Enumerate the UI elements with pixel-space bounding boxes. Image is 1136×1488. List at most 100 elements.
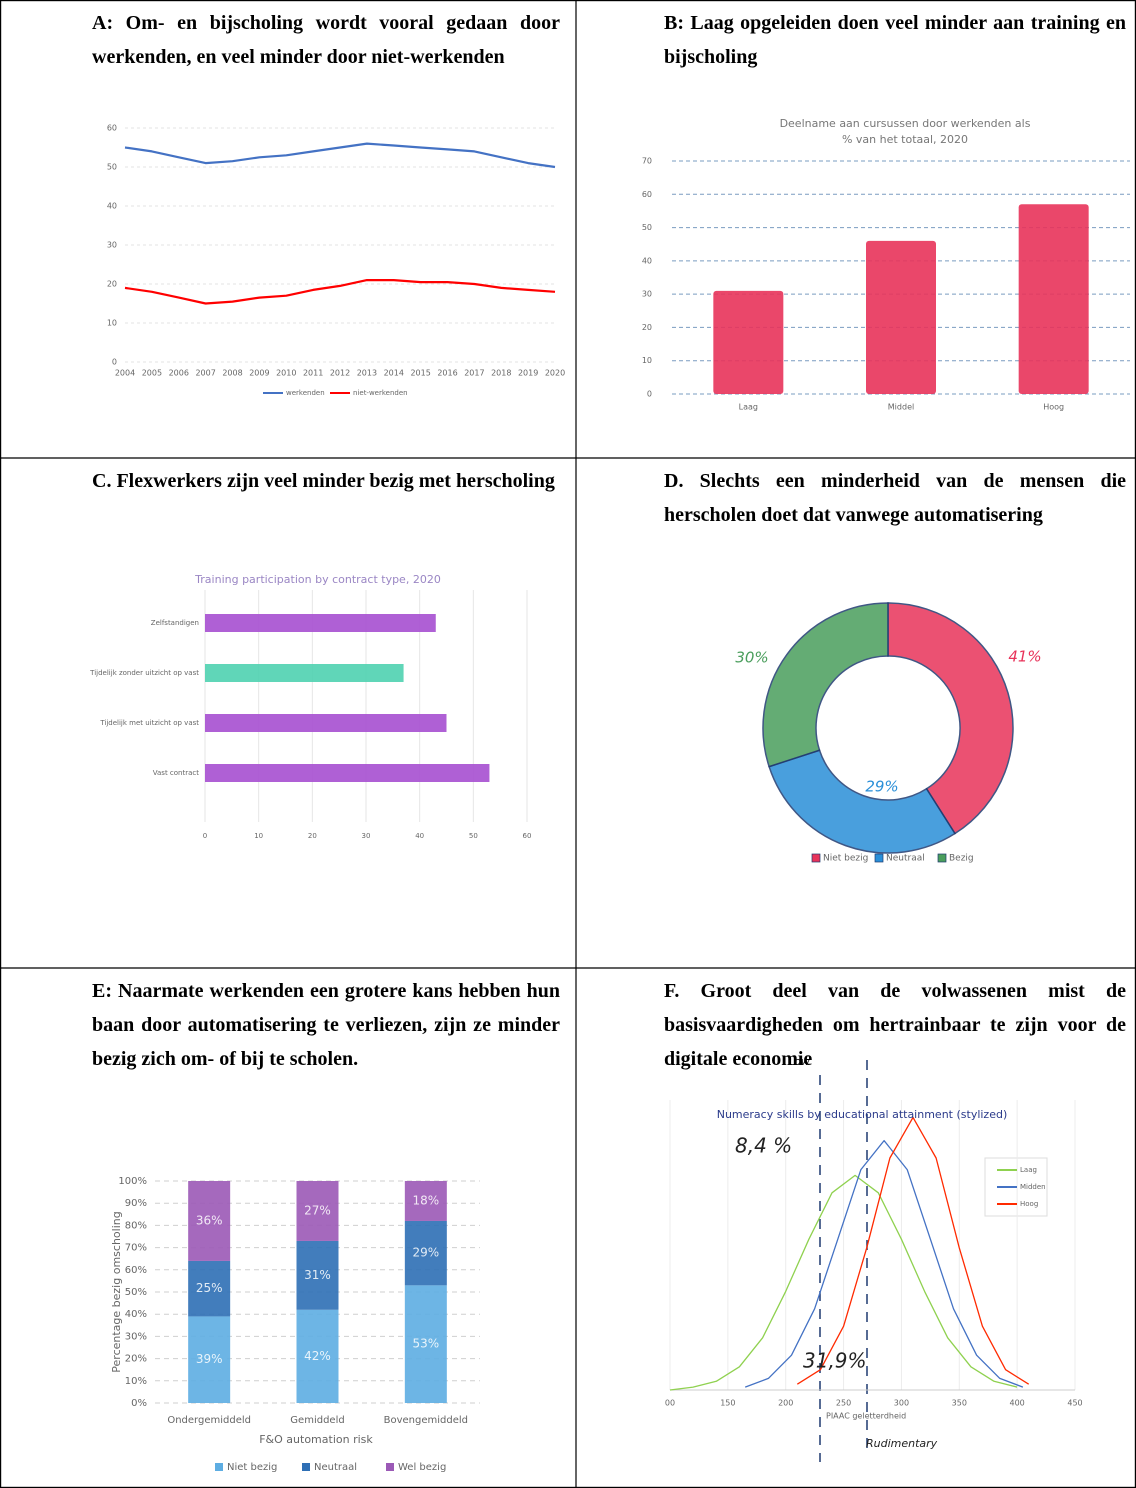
bar-segment bbox=[296, 1309, 339, 1403]
heading: D. Slechts een minderheid van de mensen … bbox=[664, 470, 1126, 526]
line-series bbox=[744, 1139, 1024, 1388]
data-label: 29% bbox=[865, 778, 898, 796]
heading: B: Laag opgeleiden doen veel minder aan … bbox=[664, 12, 1126, 68]
y-tick-label: 70% bbox=[125, 1243, 147, 1254]
y-tick-label: Vast contract bbox=[153, 769, 199, 777]
x-tick-label: 2010 bbox=[276, 369, 296, 378]
x-tick-label: 60 bbox=[523, 832, 532, 840]
bar-segment bbox=[404, 1285, 447, 1403]
line-series bbox=[669, 1174, 1018, 1391]
legend-swatch bbox=[302, 1463, 310, 1471]
y-tick-label: 80% bbox=[125, 1220, 147, 1231]
heading: C. Flexwerkers zijn veel minder bezig me… bbox=[92, 470, 555, 492]
y-tick-label: 50% bbox=[125, 1287, 147, 1298]
bar bbox=[205, 764, 490, 782]
annotation: 8,4 % bbox=[735, 1134, 792, 1158]
bar bbox=[205, 664, 404, 682]
data-label: 25% bbox=[196, 1281, 223, 1295]
y-tick-label: Zelfstandigen bbox=[151, 619, 199, 627]
bar bbox=[866, 240, 936, 394]
y-tick-label: Tijdelijk met uitzicht op vast bbox=[99, 719, 199, 727]
bar bbox=[205, 614, 436, 632]
pie-slice bbox=[762, 602, 889, 768]
data-label: 18% bbox=[412, 1193, 439, 1207]
bar-segment bbox=[404, 1181, 447, 1221]
legend-label: Neutraal bbox=[886, 854, 925, 864]
y-tick-label: Tijdelijk zonder uitzicht op vast bbox=[89, 669, 199, 677]
y-tick-label: 60 bbox=[107, 124, 117, 133]
chart-title-box: Deelname aan cursussen door werkenden al… bbox=[779, 117, 1031, 146]
chart-title: Training participation by contract type,… bbox=[194, 573, 441, 586]
legend-label: Wel bezig bbox=[398, 1462, 446, 1473]
x-tick-label: 300 bbox=[894, 1399, 909, 1408]
data-label: 27% bbox=[304, 1203, 331, 1217]
x-tick-label: 450 bbox=[1067, 1399, 1082, 1408]
x-tick-label: 350 bbox=[952, 1399, 967, 1408]
x-tick-label: 40 bbox=[415, 832, 424, 840]
y-tick-label: 40 bbox=[107, 202, 117, 211]
bar-segment bbox=[188, 1316, 231, 1403]
pie-slice bbox=[887, 602, 1014, 835]
y-tick-label: 0 bbox=[112, 358, 117, 367]
y-tick-label: 20 bbox=[107, 280, 117, 289]
legend-label: Niet bezig bbox=[227, 1462, 277, 1473]
line-series bbox=[796, 1116, 1030, 1385]
y-tick-label: 10 bbox=[642, 356, 652, 365]
legend-swatch bbox=[811, 853, 821, 863]
x-axis-label: PIAAC geletterdheid bbox=[826, 1412, 906, 1421]
y-tick-label: 0% bbox=[131, 1398, 147, 1409]
data-label: 36% bbox=[196, 1213, 223, 1227]
heading: F. Groot deel van de volwassenen mist de… bbox=[664, 980, 1126, 1070]
x-tick-label: 2015 bbox=[410, 369, 430, 378]
x-tick-label: 2017 bbox=[464, 369, 484, 378]
y-tick-label: 20 bbox=[642, 323, 652, 332]
legend-label: Niet bezig bbox=[823, 854, 868, 864]
chart-title: Numeracy skills by educational attainmen… bbox=[717, 1108, 1008, 1121]
x-tick-label: 2008 bbox=[222, 369, 242, 378]
x-tick-label: 2016 bbox=[437, 369, 457, 378]
x-tick-label: 00 bbox=[665, 1399, 675, 1408]
legend-label: niet-werkenden bbox=[353, 389, 408, 397]
line-series bbox=[124, 142, 556, 169]
x-tick-label: 2020 bbox=[545, 369, 565, 378]
chart-title: Deelname aan cursussen door werkenden al… bbox=[779, 117, 1031, 146]
x-tick-label: 150 bbox=[720, 1399, 735, 1408]
bar-segment bbox=[188, 1260, 231, 1317]
x-tick-label: 2011 bbox=[303, 369, 323, 378]
y-tick-label: 30 bbox=[107, 241, 117, 250]
legend-swatch bbox=[874, 853, 884, 863]
legend-swatch bbox=[386, 1463, 394, 1471]
bar bbox=[205, 714, 447, 732]
line-series bbox=[124, 279, 556, 305]
x-tick-label: 2005 bbox=[142, 369, 162, 378]
x-tick-label: Hoog bbox=[1043, 403, 1064, 412]
x-axis-label: F&O automation risk bbox=[259, 1433, 373, 1446]
x-tick-label: 250 bbox=[836, 1399, 851, 1408]
x-tick-label: 0 bbox=[203, 832, 207, 840]
x-tick-label: 2007 bbox=[195, 369, 215, 378]
x-tick-label: 2012 bbox=[330, 369, 350, 378]
x-tick-label: 200 bbox=[778, 1399, 793, 1408]
data-label: 30% bbox=[735, 649, 768, 667]
pie-slice bbox=[768, 749, 957, 854]
legend-label: Hoog bbox=[1020, 1200, 1038, 1208]
legend-label: Bezig bbox=[949, 854, 974, 864]
data-label: 29% bbox=[412, 1246, 439, 1260]
y-tick-label: 70 bbox=[642, 157, 652, 166]
heading: E: Naarmate werkenden een grotere kans h… bbox=[92, 980, 560, 1070]
y-tick-label: 10 bbox=[107, 319, 117, 328]
x-tick-label: 2018 bbox=[491, 369, 511, 378]
annotation: Rudimentary bbox=[866, 1437, 938, 1450]
y-tick-label: 100% bbox=[118, 1176, 147, 1187]
data-label: 53% bbox=[412, 1337, 439, 1351]
y-tick-label: 90% bbox=[125, 1198, 147, 1209]
bar-segment bbox=[404, 1220, 447, 1286]
x-tick-label: 400 bbox=[1010, 1399, 1025, 1408]
data-label: 39% bbox=[196, 1352, 223, 1366]
x-tick-label: Middel bbox=[888, 403, 914, 412]
x-tick-label: 2013 bbox=[357, 369, 377, 378]
y-tick-label: 60% bbox=[125, 1265, 147, 1276]
